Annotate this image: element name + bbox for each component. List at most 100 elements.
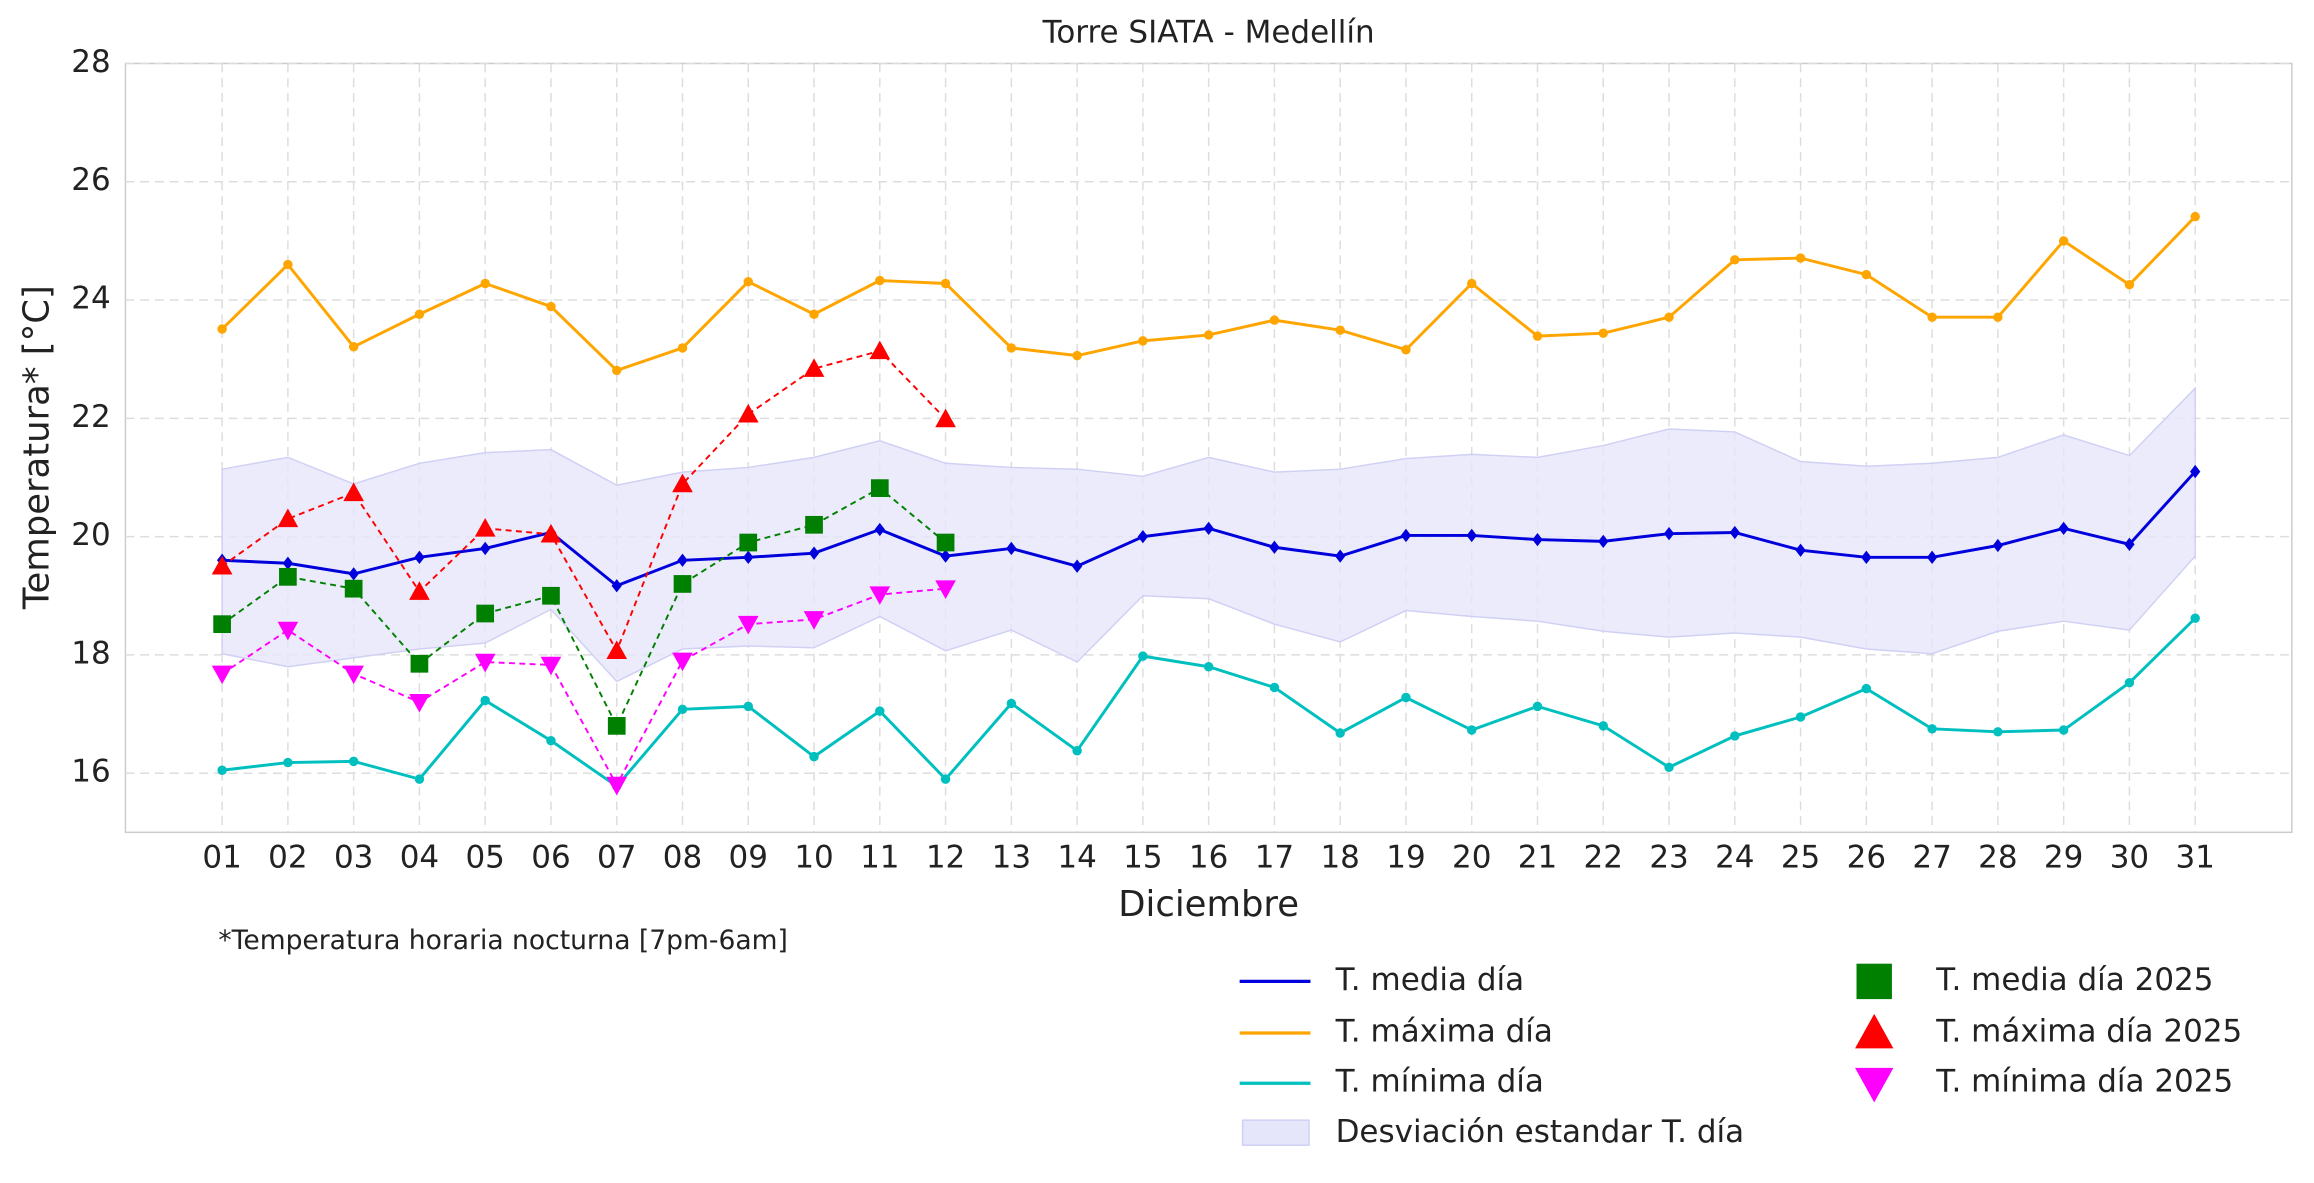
x-tick-label: 22 [1584,839,1623,875]
footnote: *Temperatura horaria nocturna [7pm-6am] [218,925,787,956]
marker [414,550,425,564]
marker [1466,528,1477,543]
marker [737,403,759,423]
marker [546,735,556,746]
marker [283,757,293,768]
x-tick-label: 02 [268,839,307,875]
marker [737,615,759,635]
marker [409,693,430,713]
x-tick-label: 28 [1978,839,2017,875]
marker [211,555,233,575]
marker [546,301,556,312]
marker [1467,725,1477,735]
marker [803,358,825,377]
marker [677,343,688,353]
x-tick-label: 14 [1057,839,1096,875]
marker [476,604,495,623]
marker [672,473,693,493]
x-tick-label: 10 [794,839,833,875]
x-tick-label: 16 [1189,839,1228,875]
marker [1598,721,1608,731]
marker [673,575,692,593]
y-tick-label: 28 [71,44,110,80]
marker [348,342,359,352]
marker [607,717,626,735]
legend-label: T. máxima día 2025 [1935,1014,2242,1050]
y-tick-label: 16 [71,754,110,790]
marker [1401,692,1411,703]
x-tick-label: 20 [1452,839,1491,875]
x-tick-label: 29 [2044,839,2083,875]
marker [1730,255,1740,265]
x-tick-label: 26 [1847,839,1886,875]
marker [414,309,425,319]
marker [542,586,560,605]
marker [2190,211,2200,222]
marker [940,278,951,289]
marker [474,518,496,537]
marker [1269,315,1280,325]
legend-marker [1855,1067,1894,1103]
marker [869,340,891,360]
marker [213,615,231,634]
marker [1664,312,1674,322]
legend-marker [1856,963,1892,1000]
marker [2124,677,2135,688]
marker [414,774,425,784]
marker [2058,236,2069,246]
marker [1138,651,1148,661]
marker [1795,712,1806,722]
marker [1072,746,1082,756]
marker [805,515,823,534]
marker [672,652,693,672]
x-tick-label: 25 [1781,839,1820,875]
marker [1992,538,2004,553]
marker [283,259,293,270]
marker [739,533,758,552]
marker [1203,662,1214,672]
x-tick-label: 17 [1255,839,1294,875]
marker [606,640,628,660]
marker [1138,336,1148,346]
x-tick-label: 19 [1386,839,1425,875]
marker [1598,328,1608,338]
marker [343,665,364,685]
marker [1006,698,1017,709]
marker [940,774,951,784]
marker [875,706,885,716]
marker [1137,529,1149,544]
marker [1993,727,2003,737]
marker [1861,683,1872,694]
marker [540,656,562,676]
x-tick-label: 09 [729,839,768,875]
series-line [221,486,947,729]
marker [1861,550,1872,564]
marker [808,546,820,560]
x-tick-label: 21 [1518,839,1557,875]
y-tick-label: 20 [71,517,110,553]
legend-label: T. media día 2025 [1935,962,2213,998]
legend-swatch [1241,1119,1310,1146]
marker [480,278,490,289]
marker [348,756,359,767]
marker [540,523,562,543]
marker [1861,269,1872,280]
marker [277,508,299,528]
x-tick-label: 12 [926,839,965,875]
marker [803,611,825,630]
x-tick-label: 18 [1320,839,1359,875]
marker [277,621,299,641]
marker [677,704,688,715]
marker [743,276,753,287]
marker [1795,253,1806,263]
x-axis-label: Diciembre [1118,884,1299,925]
legend-label: T. máxima día [1335,1014,1553,1050]
y-tick-label: 22 [71,399,110,435]
legend-marker [1855,1013,1894,1049]
marker [217,765,227,775]
chart-title: Torre SIATA - Medellín [1042,14,1375,50]
marker [211,665,233,685]
marker [936,533,955,552]
marker [343,482,364,502]
